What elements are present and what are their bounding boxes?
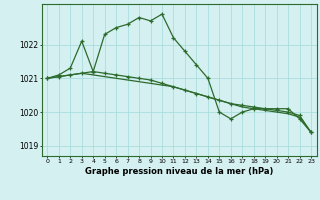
X-axis label: Graphe pression niveau de la mer (hPa): Graphe pression niveau de la mer (hPa) <box>85 167 273 176</box>
